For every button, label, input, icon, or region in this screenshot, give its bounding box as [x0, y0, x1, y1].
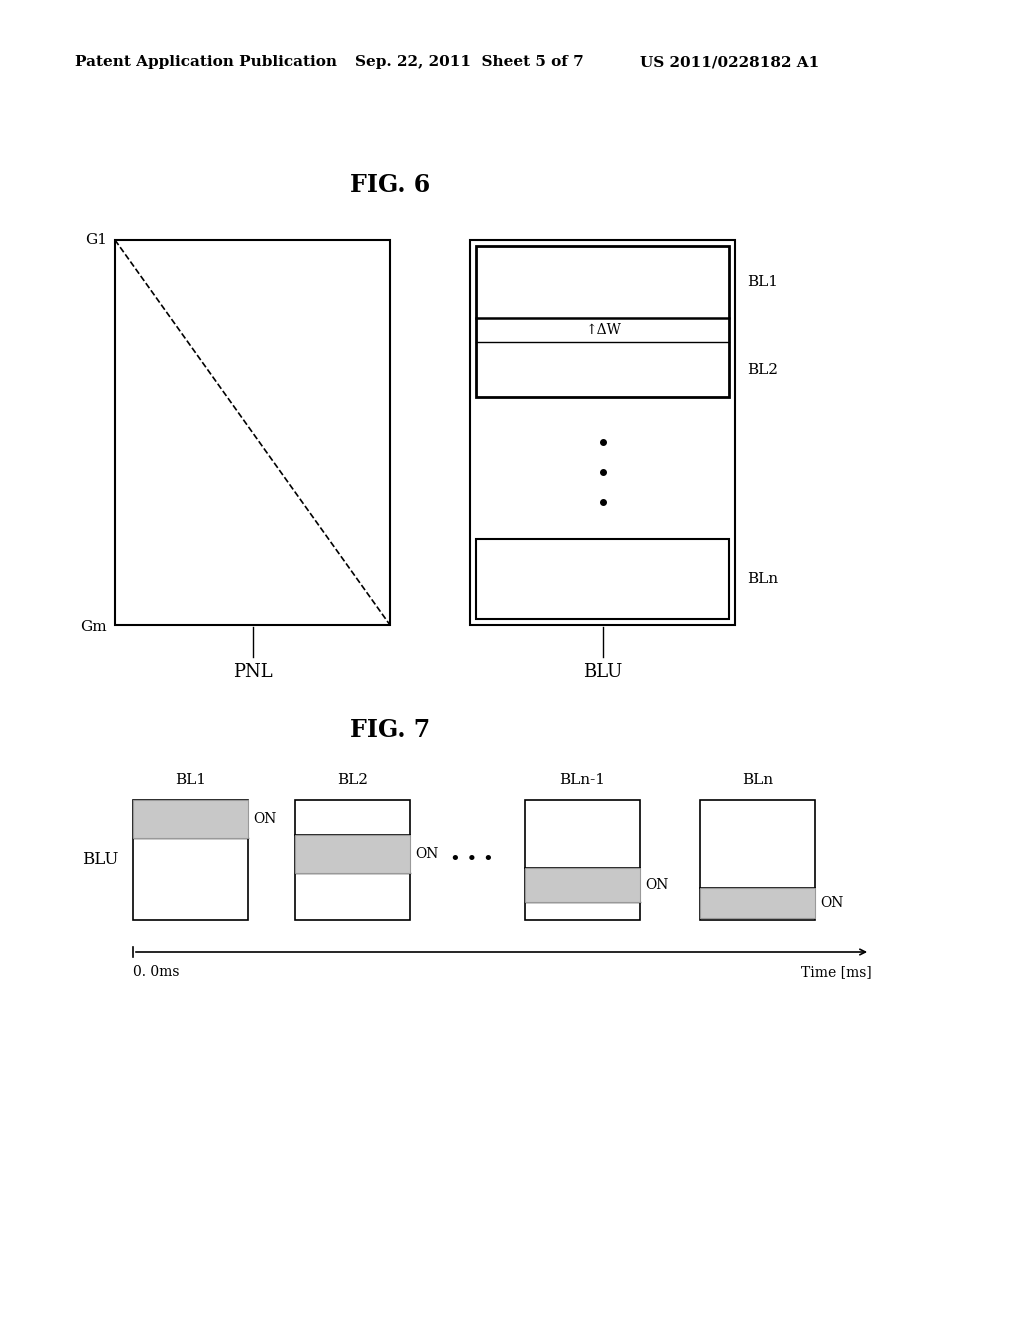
- Text: BLn: BLn: [742, 774, 773, 787]
- Text: ON: ON: [645, 878, 669, 892]
- Text: Time [ms]: Time [ms]: [801, 965, 872, 979]
- Text: BL1: BL1: [746, 275, 778, 289]
- Text: BL1: BL1: [175, 774, 206, 787]
- Text: ↑ΔW: ↑ΔW: [585, 323, 621, 337]
- Text: ON: ON: [820, 896, 844, 909]
- Text: 0. 0ms: 0. 0ms: [133, 965, 179, 979]
- Text: PNL: PNL: [232, 663, 272, 681]
- Text: FIG. 6: FIG. 6: [350, 173, 430, 197]
- Text: ON: ON: [415, 847, 438, 861]
- Text: FIG. 7: FIG. 7: [350, 718, 430, 742]
- Text: ON: ON: [253, 812, 276, 826]
- Text: Patent Application Publication: Patent Application Publication: [75, 55, 337, 69]
- Text: BLU: BLU: [583, 663, 623, 681]
- Text: US 2011/0228182 A1: US 2011/0228182 A1: [640, 55, 819, 69]
- Text: • • •: • • •: [451, 851, 494, 869]
- Text: G1: G1: [85, 234, 106, 247]
- Text: BLn: BLn: [746, 572, 778, 586]
- Text: BLU: BLU: [82, 851, 118, 869]
- Text: Gm: Gm: [80, 620, 106, 634]
- Text: BL2: BL2: [337, 774, 368, 787]
- Text: BL2: BL2: [746, 363, 778, 376]
- Text: BLn-1: BLn-1: [559, 774, 605, 787]
- Text: Sep. 22, 2011  Sheet 5 of 7: Sep. 22, 2011 Sheet 5 of 7: [355, 55, 584, 69]
